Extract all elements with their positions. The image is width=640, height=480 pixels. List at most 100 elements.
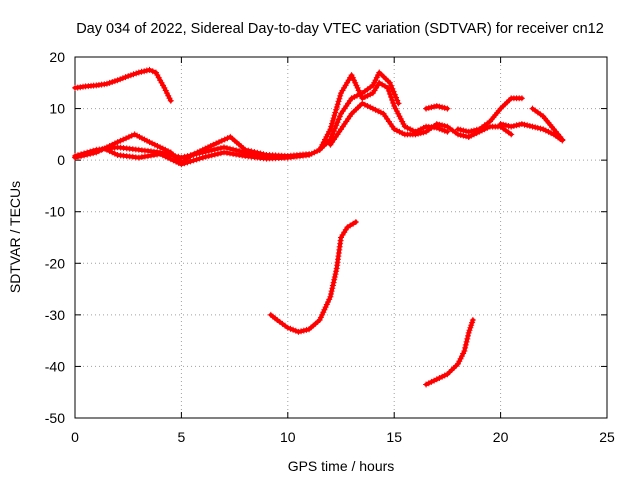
data-point-marker <box>361 94 368 100</box>
data-point-marker <box>359 100 366 107</box>
series-track-14 <box>423 317 476 388</box>
data-point-marker <box>321 306 328 313</box>
data-point-marker <box>388 82 395 89</box>
data-point-marker <box>221 136 228 143</box>
data-point-marker <box>331 274 338 280</box>
data-point-marker <box>193 156 200 163</box>
data-point-marker <box>390 100 397 106</box>
data-point-marker <box>349 74 356 81</box>
data-point-marker <box>508 131 515 138</box>
data-point-marker <box>322 136 328 143</box>
data-point-marker <box>295 328 302 335</box>
data-point-marker <box>187 158 194 165</box>
data-point-marker <box>518 95 525 102</box>
data-point-marker <box>320 309 327 316</box>
data-point-marker <box>106 79 113 86</box>
data-point-marker <box>559 136 566 143</box>
data-point-marker <box>395 100 402 107</box>
data-point-marker <box>393 94 399 101</box>
data-point-marker <box>460 132 467 139</box>
data-point-marker <box>332 109 339 116</box>
data-point-marker <box>423 381 430 388</box>
data-point-marker <box>386 91 393 97</box>
y-tick-label: -10 <box>45 204 65 220</box>
data-point-marker <box>334 101 341 108</box>
data-point-marker <box>473 130 480 137</box>
data-point-marker <box>375 108 382 115</box>
data-point-marker <box>175 160 182 166</box>
data-point-marker <box>407 126 414 133</box>
data-point-marker <box>325 299 331 305</box>
data-point-marker <box>199 154 206 161</box>
data-point-marker <box>75 152 81 159</box>
data-point-marker <box>425 104 432 111</box>
x-tick-label: 15 <box>386 429 402 445</box>
data-point-marker <box>359 95 366 102</box>
data-point-marker <box>162 153 169 160</box>
data-point-marker <box>111 150 118 157</box>
data-point-marker <box>217 145 224 151</box>
data-point-marker <box>415 130 422 137</box>
data-point-marker <box>462 344 469 351</box>
data-point-marker <box>218 137 225 144</box>
data-point-marker <box>165 154 172 161</box>
data-point-marker <box>465 329 472 336</box>
data-point-marker <box>417 130 424 137</box>
data-point-marker <box>328 291 334 297</box>
data-point-marker <box>401 123 408 130</box>
data-point-marker <box>328 288 335 295</box>
data-point-marker <box>439 373 446 380</box>
data-point-marker <box>433 103 440 109</box>
data-point-marker <box>214 150 221 157</box>
series-track-12 <box>529 105 566 143</box>
data-point-marker <box>355 87 362 94</box>
data-point-marker <box>84 149 91 156</box>
data-point-marker <box>367 104 374 111</box>
data-point-marker <box>122 74 129 81</box>
data-point-marker <box>333 122 340 129</box>
data-point-marker <box>389 97 396 103</box>
data-point-marker <box>300 327 307 334</box>
data-point-marker <box>125 133 132 140</box>
data-point-marker <box>109 149 116 156</box>
data-point-marker <box>386 79 393 86</box>
data-point-marker <box>217 150 224 157</box>
data-point-marker <box>154 143 161 149</box>
data-point-marker <box>399 130 406 137</box>
data-point-marker <box>114 77 121 84</box>
data-point-marker <box>167 97 174 104</box>
data-point-marker <box>159 152 166 159</box>
data-point-marker <box>364 103 371 109</box>
data-point-marker <box>391 103 398 109</box>
data-point-marker <box>331 112 338 119</box>
data-point-marker <box>441 123 448 129</box>
data-point-marker <box>199 149 206 156</box>
data-point-marker <box>181 153 188 160</box>
data-point-marker <box>120 136 127 143</box>
data-point-marker <box>337 92 344 99</box>
data-point-marker <box>165 92 172 99</box>
data-point-marker <box>352 79 359 86</box>
data-point-marker <box>393 108 400 115</box>
data-point-marker <box>471 131 477 138</box>
data-point-marker <box>154 72 161 78</box>
data-point-marker <box>455 126 461 133</box>
data-point-marker <box>367 91 374 98</box>
data-point-marker <box>170 157 177 164</box>
data-point-marker <box>369 82 376 89</box>
data-point-marker <box>465 133 472 140</box>
data-point-marker <box>284 154 291 161</box>
data-point-marker <box>327 126 334 133</box>
data-point-marker <box>389 85 396 92</box>
data-point-marker <box>534 124 541 131</box>
data-point-marker <box>420 129 427 136</box>
data-point-marker <box>457 126 464 133</box>
data-point-marker <box>184 159 191 166</box>
data-point-marker <box>173 158 180 165</box>
data-point-marker <box>394 97 401 104</box>
data-point-marker <box>457 132 464 138</box>
x-tick-label: 5 <box>178 429 186 445</box>
data-point-marker <box>390 88 397 95</box>
data-point-marker <box>125 73 132 80</box>
data-point-marker <box>123 135 130 142</box>
